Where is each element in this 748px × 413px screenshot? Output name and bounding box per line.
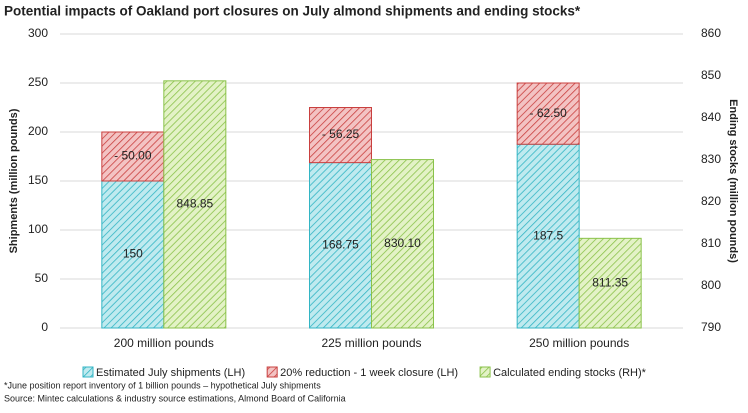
y-tick-label: 50	[35, 271, 49, 285]
bar	[101, 131, 165, 182]
y2-tick-label: 850	[701, 68, 721, 82]
y-tick-label: 200	[28, 124, 48, 138]
y2-tick-label: 800	[701, 278, 721, 292]
data-label: 811.35	[592, 275, 628, 289]
bar	[309, 107, 372, 164]
y-axis-label: Shipments (million pounds)	[8, 108, 20, 253]
data-label: 150	[123, 247, 143, 261]
legend-swatch	[266, 366, 278, 378]
chart-title: Potential impacts of Oakland port closur…	[4, 4, 581, 19]
footnote: *June position report inventory of 1 bil…	[4, 380, 321, 390]
data-label: 830.10	[384, 236, 421, 250]
data-label: - 56.25	[322, 127, 360, 141]
data-label: - 50.00	[114, 149, 152, 163]
data-label: - 62.50	[529, 106, 567, 120]
y2-tick-label: 830	[701, 152, 721, 166]
legend-label: Calculated ending stocks (RH)*	[493, 367, 647, 379]
y2-tick-label: 820	[701, 194, 721, 208]
y-tick-label: 300	[28, 26, 48, 40]
y2-tick-label: 810	[701, 236, 721, 250]
x-tick-label: 200 million pounds	[114, 336, 214, 350]
bar	[578, 237, 642, 329]
data-label: 848.85	[176, 197, 213, 211]
y2-tick-label: 840	[701, 110, 721, 124]
legend-swatch	[82, 366, 94, 378]
y2-tick-label: 790	[701, 320, 721, 334]
y2-axis-label: Ending stocks (million pounds)	[727, 99, 739, 263]
bar	[163, 80, 227, 329]
legend-label: 20% reduction - 1 week closure (LH)	[280, 367, 458, 379]
y-tick-label: 100	[28, 222, 48, 236]
data-label: 187.5	[533, 228, 563, 242]
x-tick-label: 250 million pounds	[529, 336, 629, 350]
bar	[309, 162, 372, 329]
y-tick-label: 0	[41, 320, 48, 334]
y2-tick-label: 860	[701, 26, 721, 40]
footnote: Source: Mintec calculations & industry s…	[4, 393, 346, 403]
legend-label: Estimated July shipments (LH)	[96, 367, 245, 379]
bar	[101, 180, 165, 329]
bar	[516, 143, 580, 329]
x-tick-label: 225 million pounds	[321, 336, 421, 350]
y-tick-label: 250	[28, 75, 48, 89]
bar	[516, 82, 580, 145]
y-tick-label: 150	[28, 173, 48, 187]
bar	[371, 159, 434, 329]
legend-swatch	[479, 366, 491, 378]
data-label: 168.75	[322, 237, 359, 251]
